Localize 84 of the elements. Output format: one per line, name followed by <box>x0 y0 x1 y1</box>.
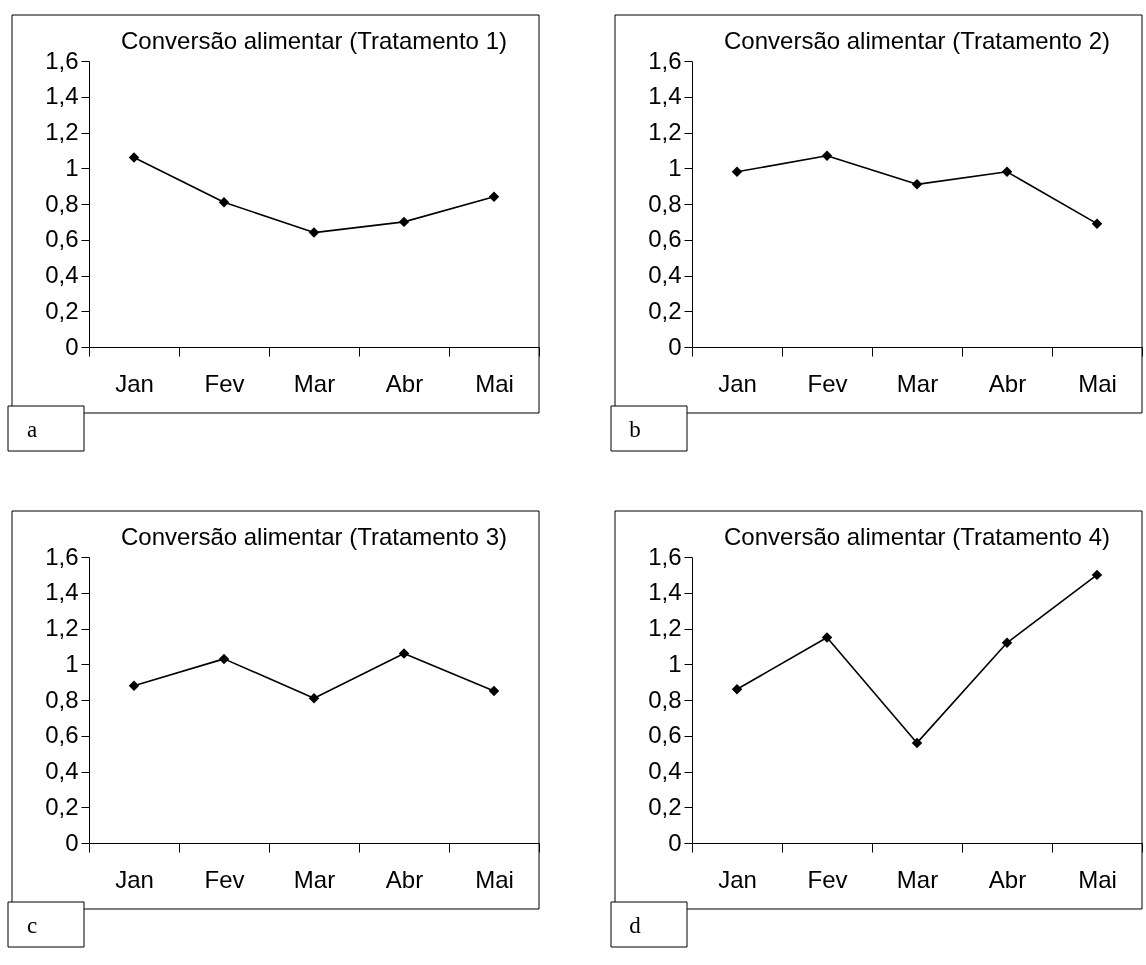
x-tick-label: Mar <box>293 369 336 397</box>
y-tick-label: 1,6 <box>648 542 682 570</box>
y-tick-label: 0,8 <box>45 685 79 713</box>
y-tick-label: 0 <box>668 332 682 360</box>
point <box>398 216 410 228</box>
y-tick-label: 0,6 <box>45 225 79 253</box>
y-tick-label: 0,8 <box>648 189 682 217</box>
x-tick-label: Abr <box>988 369 1027 397</box>
chart-title: Conversão alimentar (Tratamento 1) <box>121 26 507 54</box>
y-tick-label: 1,6 <box>45 542 79 570</box>
y-tick-label: 0,8 <box>648 685 682 713</box>
x-tick-label: Mar <box>896 369 939 397</box>
y-tick-label: 1,6 <box>648 46 682 74</box>
x-tick-label: Mar <box>293 865 336 893</box>
y-tick-label: 0,4 <box>45 757 79 784</box>
x-tick-label: Mai <box>475 865 514 893</box>
y-tick-label: 0 <box>65 332 79 360</box>
x-tick-label: Fev <box>204 369 245 397</box>
point <box>731 684 743 695</box>
y-tick-label: 0,6 <box>45 721 79 749</box>
point <box>821 632 833 643</box>
text: c <box>26 913 38 938</box>
y-tick-label: 1,4 <box>45 578 79 606</box>
point <box>128 680 140 691</box>
y-tick-label: 1,2 <box>45 614 79 641</box>
y-tick-label: 1,4 <box>45 82 79 110</box>
y-tick-label: 0,4 <box>45 261 79 288</box>
point <box>218 196 230 208</box>
x-tick-label: Jan <box>718 369 757 397</box>
x-tick-label: Mai <box>1078 865 1117 893</box>
point <box>308 692 320 704</box>
point <box>1001 166 1013 178</box>
chart-title: Conversão alimentar (Tratamento 4) <box>724 522 1110 550</box>
x-tick-label: Mar <box>896 865 939 893</box>
y-tick-label: 1,6 <box>45 46 79 74</box>
point <box>398 648 410 659</box>
x-tick-label: Abr <box>385 369 424 397</box>
y-tick-label: 1 <box>668 153 682 181</box>
x-tick-label: Jan <box>115 865 154 893</box>
y-tick-label: 0 <box>65 828 79 856</box>
y-tick-label: 0,8 <box>45 189 79 217</box>
point <box>488 685 500 697</box>
y-tick-label: 0,2 <box>45 296 79 324</box>
point <box>1091 569 1103 581</box>
x-tick-label: Fev <box>807 369 848 397</box>
point <box>821 150 833 161</box>
point <box>308 227 320 238</box>
point <box>1001 637 1013 649</box>
point <box>218 653 230 665</box>
text: d <box>629 913 642 938</box>
chart-title: Conversão alimentar (Tratamento 3) <box>121 522 507 550</box>
x-tick-label: Fev <box>204 865 245 893</box>
point <box>128 152 140 163</box>
point <box>488 191 500 203</box>
y-tick-label: 1 <box>65 153 79 181</box>
x-tick-label: Jan <box>115 369 154 397</box>
point <box>911 737 923 749</box>
y-tick-label: 1 <box>668 649 682 677</box>
y-tick-label: 1 <box>65 649 79 677</box>
y-tick-label: 1,4 <box>648 578 682 606</box>
y-tick-label: 0,4 <box>648 261 682 288</box>
y-tick-label: 0,6 <box>648 225 682 253</box>
y-tick-label: 0,2 <box>45 792 79 820</box>
point <box>911 179 923 190</box>
point <box>1091 218 1103 229</box>
text: a <box>26 417 38 442</box>
x-tick-label: Jan <box>718 865 757 893</box>
point <box>731 166 743 178</box>
x-tick-label: Abr <box>385 865 424 893</box>
x-tick-label: Fev <box>807 865 848 893</box>
x-tick-label: Mai <box>1078 369 1117 397</box>
y-tick-label: 0,4 <box>648 757 682 784</box>
text: b <box>629 417 641 442</box>
chart-title: Conversão alimentar (Tratamento 2) <box>724 26 1110 54</box>
y-tick-label: 0 <box>668 828 682 856</box>
y-tick-label: 0,2 <box>648 792 682 820</box>
y-tick-label: 1,4 <box>648 82 682 110</box>
x-tick-label: Mai <box>475 369 514 397</box>
y-tick-label: 0,2 <box>648 296 682 324</box>
x-tick-label: Abr <box>988 865 1027 893</box>
y-tick-label: 1,2 <box>648 118 682 145</box>
y-tick-label: 1,2 <box>648 614 682 641</box>
y-tick-label: 1,2 <box>45 118 79 145</box>
y-tick-label: 0,6 <box>648 721 682 749</box>
